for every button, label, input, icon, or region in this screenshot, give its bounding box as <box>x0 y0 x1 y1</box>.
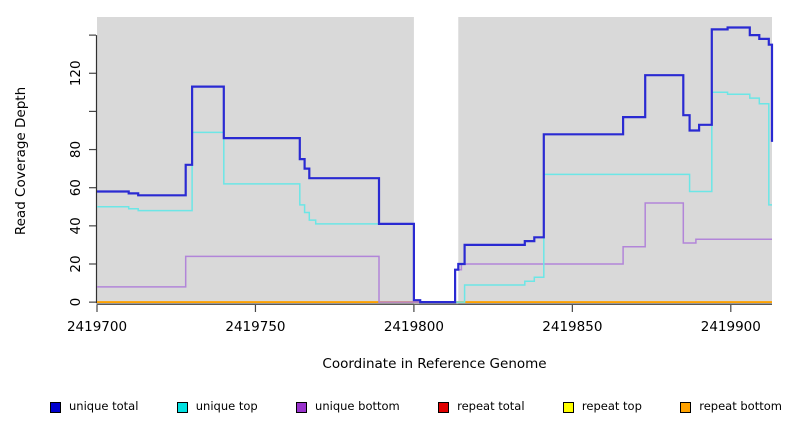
x-tick-label: 2419700 <box>67 319 127 335</box>
legend-label: repeat top <box>581 399 642 414</box>
legend-item-unique-top: unique top <box>176 399 258 414</box>
y-tick-label: 120 <box>68 60 84 86</box>
y-tick-label: 40 <box>68 217 84 234</box>
legend-label: repeat bottom <box>699 399 782 414</box>
legend-label: unique top <box>195 399 258 414</box>
legend-swatch <box>438 401 450 413</box>
y-tick-label: 80 <box>68 141 84 158</box>
x-axis-label: Coordinate in Reference Genome <box>322 356 547 372</box>
legend-item-unique-total: unique total <box>50 401 138 413</box>
y-tick-label: 20 <box>68 255 84 272</box>
x-tick-label: 2419750 <box>225 319 285 335</box>
legend-swatch <box>176 401 188 413</box>
y-tick-label: 60 <box>68 179 84 196</box>
legend-swatch <box>562 401 574 413</box>
legend-item-repeat-top: repeat top <box>562 399 642 414</box>
legend-swatch <box>50 401 61 413</box>
no-data-band <box>413 17 459 305</box>
legend-swatch <box>296 401 308 413</box>
series-unique-total <box>97 26 774 304</box>
legend-item-repeat-bottom: repeat bottom <box>680 401 782 413</box>
series-unique-bottom <box>97 202 772 303</box>
x-tick-label: 2419900 <box>701 319 761 335</box>
y-tick-label: 0 <box>68 298 84 307</box>
legend-label: repeat total <box>457 399 525 414</box>
x-tick-label: 2419850 <box>542 319 602 335</box>
legend-swatch <box>680 401 692 413</box>
legend-item-unique-bottom: unique bottom <box>296 401 400 413</box>
legend-label: unique total <box>69 399 139 414</box>
y-axis-label: Read Coverage Depth <box>13 86 29 236</box>
x-tick-label: 2419800 <box>384 319 444 335</box>
legend-item-repeat-total: repeat total <box>438 399 525 414</box>
legend-label: unique bottom <box>315 399 400 414</box>
read-coverage-chart: 2419700 2419750 2419800 2419850 2419900 0 20 40… <box>67 17 774 335</box>
legend: unique total unique top unique bottom repea… <box>50 397 782 417</box>
